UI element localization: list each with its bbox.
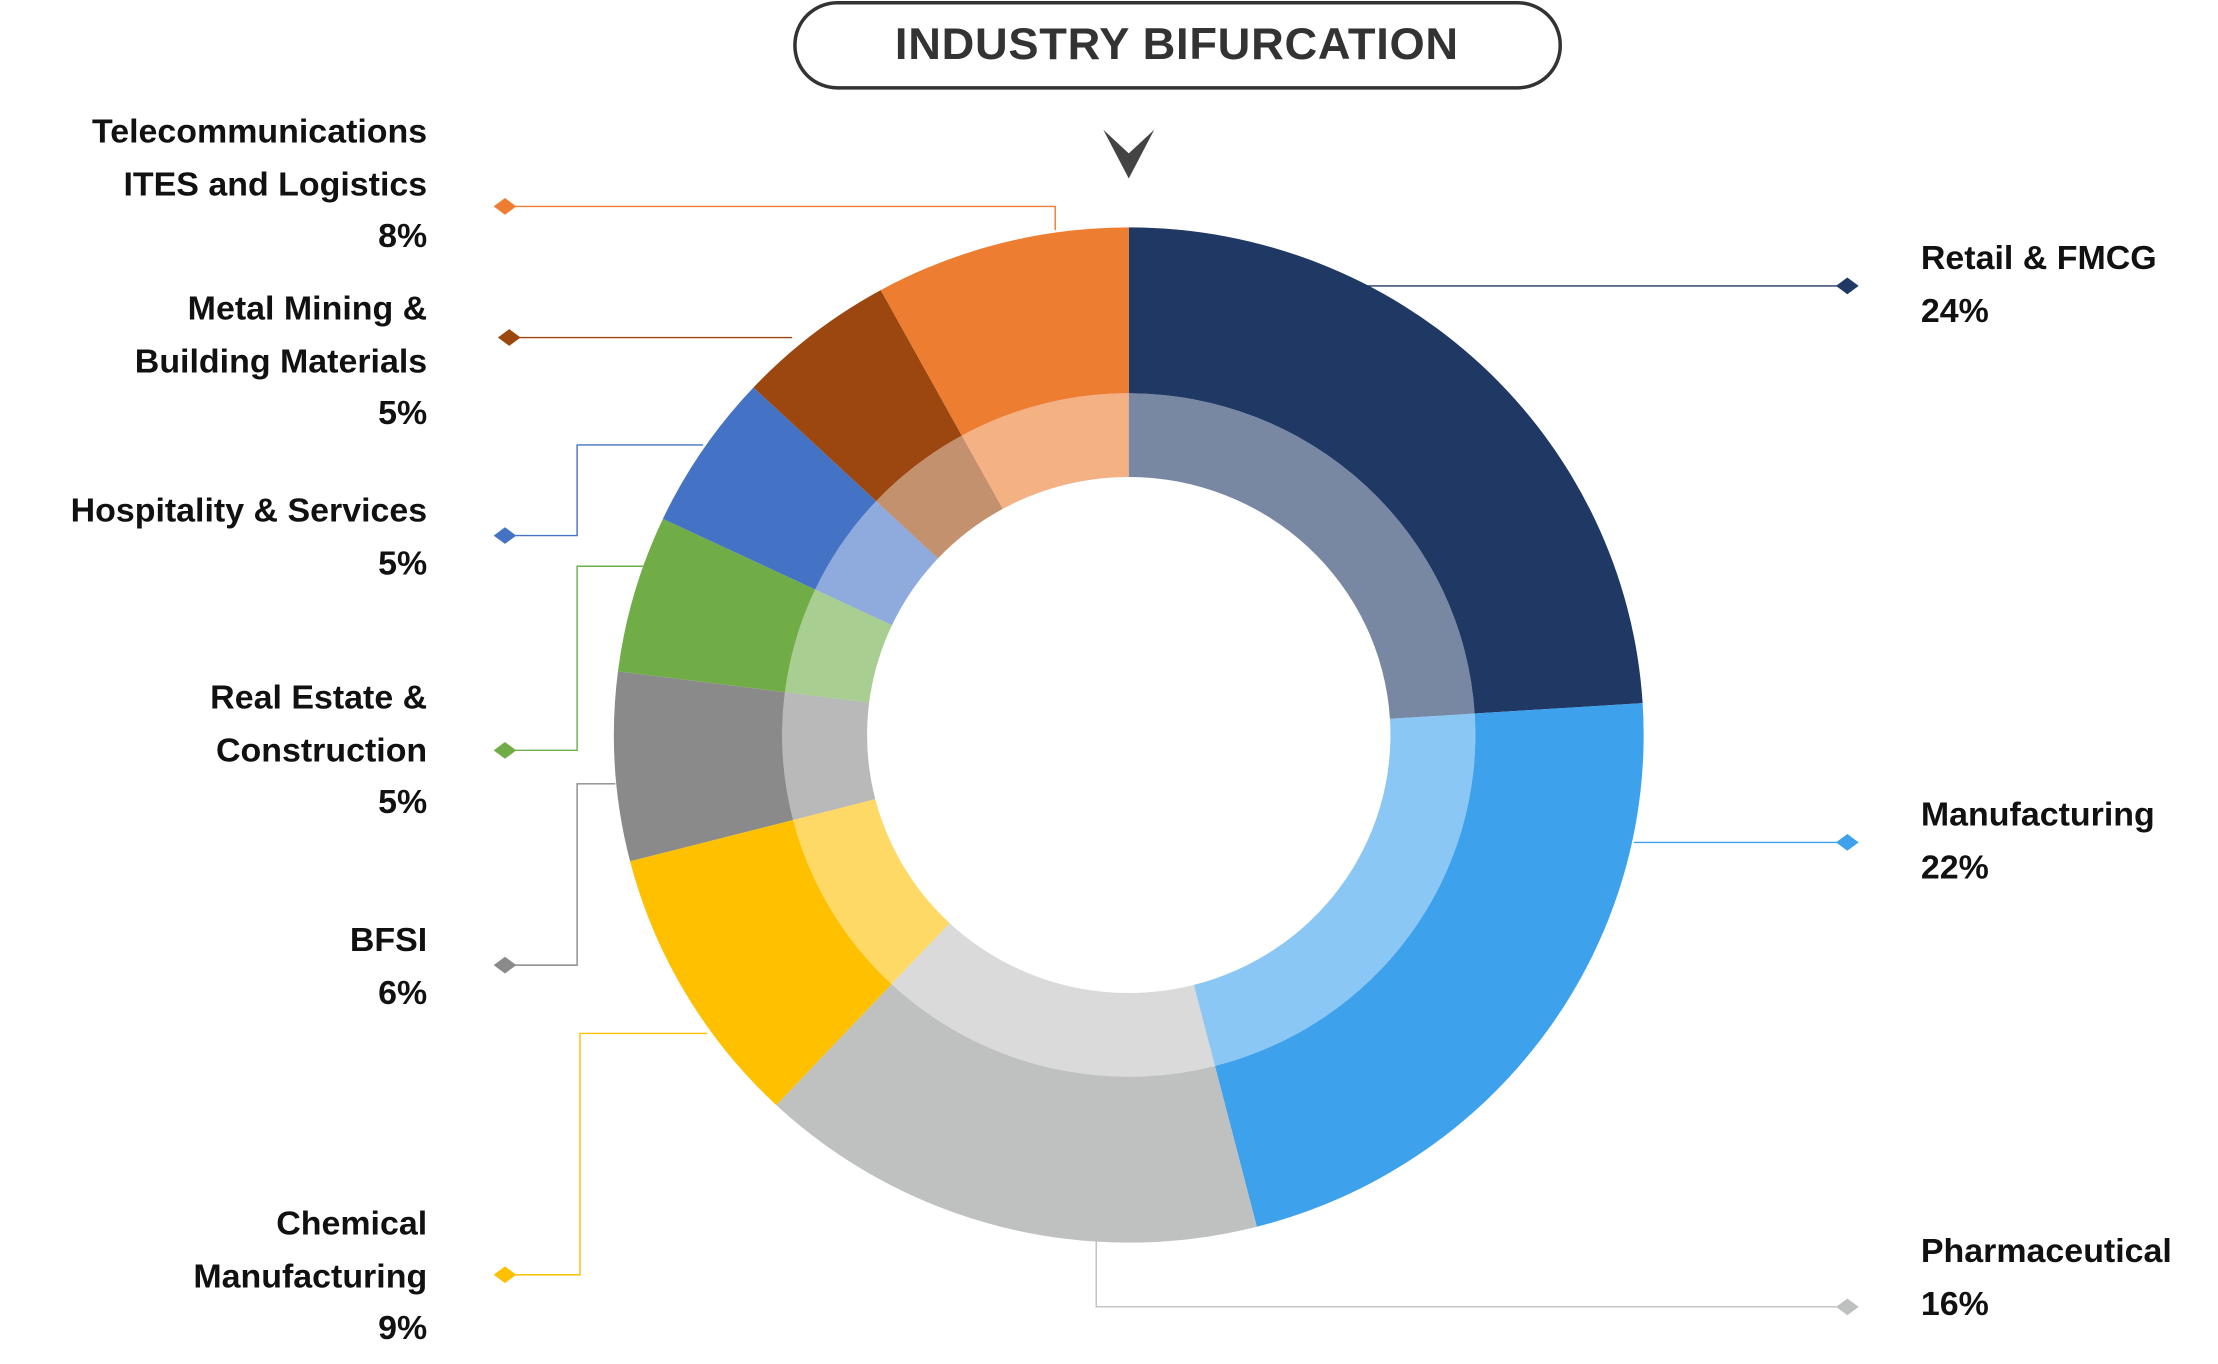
slice-value-label: 16% bbox=[1920, 1285, 1989, 1324]
leader-line bbox=[504, 565, 644, 752]
leader-line bbox=[504, 783, 616, 966]
pointer-arrow bbox=[1103, 129, 1155, 179]
leader-marker bbox=[493, 741, 517, 759]
leader-marker bbox=[497, 329, 521, 346]
slice-label: Pharmaceutical bbox=[1920, 1232, 2172, 1271]
slice-label: Telecommunications ITES and Logistics bbox=[92, 112, 428, 203]
leader-line bbox=[1095, 1241, 1848, 1308]
slice bbox=[1214, 703, 1644, 1227]
inner-slice bbox=[815, 501, 939, 626]
leader-marker bbox=[1836, 834, 1859, 851]
slice-label: BFSI bbox=[349, 921, 428, 960]
slice-label: Manufacturing bbox=[1920, 796, 2155, 835]
leader-marker bbox=[493, 527, 517, 544]
leader-marker bbox=[493, 956, 517, 974]
slice bbox=[880, 227, 1129, 436]
slice bbox=[776, 984, 1257, 1243]
slice-value-label: 5% bbox=[378, 783, 428, 822]
slice bbox=[662, 387, 877, 590]
inner-slice bbox=[793, 799, 950, 985]
slice bbox=[753, 290, 962, 502]
inner-slice bbox=[1128, 393, 1475, 719]
leader-line bbox=[504, 1032, 708, 1276]
slice-value-label: 8% bbox=[378, 217, 428, 256]
slice-value-label: 5% bbox=[378, 545, 428, 583]
slice-value-label: 6% bbox=[378, 974, 428, 1013]
leader-marker bbox=[1836, 1298, 1859, 1316]
title-box bbox=[793, 1, 1562, 90]
inner-slice bbox=[961, 393, 1129, 509]
chart-title: INDUSTRY BIFURCATION bbox=[895, 19, 1459, 70]
slice bbox=[613, 671, 794, 862]
slice-label: Real Estate & Construction bbox=[210, 679, 428, 770]
inner-slice bbox=[782, 692, 876, 820]
slice-value-label: 5% bbox=[378, 394, 428, 433]
slice bbox=[630, 819, 892, 1106]
slice bbox=[617, 518, 816, 693]
inner-slice bbox=[1193, 713, 1476, 1066]
inner-slice bbox=[891, 923, 1215, 1077]
slice-label: Chemical Manufacturing bbox=[193, 1205, 428, 1295]
slice bbox=[1128, 227, 1643, 714]
leader-marker bbox=[493, 1266, 517, 1284]
inner-slice bbox=[876, 435, 1003, 559]
inner-slice bbox=[784, 589, 892, 703]
leader-marker bbox=[493, 198, 517, 215]
leader-line bbox=[504, 444, 704, 537]
slice-label: Hospitality & Services bbox=[70, 492, 428, 530]
slice-value-label: 9% bbox=[378, 1309, 428, 1348]
leader-line bbox=[504, 205, 1056, 231]
slice-value-label: 24% bbox=[1920, 292, 1989, 331]
slice-label: Metal Mining & Building Materials bbox=[134, 290, 428, 381]
slice-value-label: 22% bbox=[1920, 849, 1989, 888]
slice-label: Retail & FMCG bbox=[1920, 239, 2157, 278]
leader-marker bbox=[1836, 277, 1859, 295]
